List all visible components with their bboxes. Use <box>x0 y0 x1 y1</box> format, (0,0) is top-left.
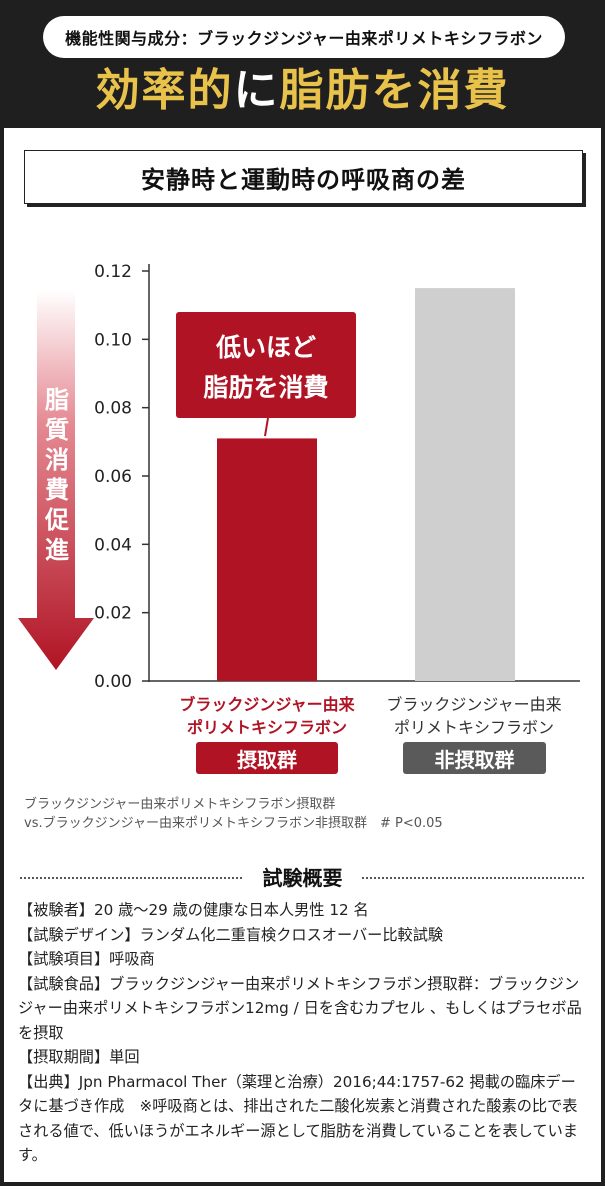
ingredient-label: 機能性関与成分：ブラックジンジャー由来ポリメトキシフラボン <box>43 16 565 58</box>
group1-name-line1: ブラックジンジャー由来 <box>179 695 355 714</box>
main-title-part1: 効率的 <box>95 65 234 116</box>
y-tick-label: 0.08 <box>94 399 132 419</box>
group1-name-line2: ポリメトキシフラボン <box>187 718 347 737</box>
bar-chart: 脂質消費促進 0.00 0.02 0.04 0.06 0.08 0.10 0.12 低いほど… <box>18 262 580 737</box>
y-tick-label: 0.04 <box>94 535 132 555</box>
callout-line1: 低いほど <box>215 333 316 362</box>
group1-badge: 摂取群 <box>196 742 338 774</box>
trial-subjects: 【被験者】20 歳〜29 歳の健康な日本人男性 12 名 <box>18 901 369 919</box>
group2-name-line1: ブラックジンジャー由来 <box>386 695 561 714</box>
trial-summary-title: 試験概要 <box>262 866 343 890</box>
callout-pointer <box>264 417 269 437</box>
bar-intake-group <box>217 438 317 681</box>
main-title: 効率的に脂肪を消費 <box>0 60 605 122</box>
content-frame <box>0 128 605 1186</box>
trial-item: 【試験項目】呼吸商 <box>18 950 155 968</box>
y-tick-label: 0.02 <box>94 604 132 624</box>
y-tick-label: 0.00 <box>94 672 132 692</box>
footnote-line2: vs.ブラックジンジャー由来ポリメトキシフラボン非摂取群 # P<0.05 <box>24 816 443 831</box>
footnote-line1: ブラックジンジャー由来ポリメトキシフラボン摂取群 <box>24 797 336 812</box>
arrow-label: 脂質消費促進 <box>44 386 69 564</box>
fat-burn-arrow <box>18 290 94 670</box>
main-title-part2: に <box>233 65 280 116</box>
header-banner: 機能性関与成分：ブラックジンジャー由来ポリメトキシフラボン 効率的に脂肪を消費 <box>0 0 605 128</box>
trial-design: 【試験デザイン】ランダム化二重盲検クロスオーバー比較試験 <box>18 925 444 944</box>
trial-details: 【被験者】20 歳〜29 歳の健康な日本人男性 12 名 【試験デザイン】ランダ… <box>18 898 588 1168</box>
callout-line2: 脂肪を消費 <box>203 373 328 402</box>
callout: 低いほど 脂肪を消費 <box>176 312 356 437</box>
callout-box <box>176 312 356 418</box>
divider-right <box>362 877 584 879</box>
main-title-part3: 脂肪を消費 <box>279 65 510 116</box>
y-tick-label: 0.06 <box>94 467 132 487</box>
chart-subtitle: 安静時と運動時の呼吸商の差 <box>24 150 583 204</box>
trial-source: 【出典】Jpn Pharmacol Ther（薬理と治療）2016;44:175… <box>18 1072 578 1165</box>
group2-name-line2: ポリメトキシフラボン <box>394 718 554 737</box>
bar-non-intake-group <box>415 288 515 681</box>
trial-food: 【試験食品】ブラックジンジャー由来ポリメトキシフラボン摂取群：ブラックジンジャー… <box>18 974 582 1042</box>
y-tick-label: 0.12 <box>94 262 132 282</box>
divider-left <box>20 877 242 879</box>
trial-period: 【摂取期間】単回 <box>18 1048 140 1066</box>
group2-badge: 非摂取群 <box>403 742 546 774</box>
y-tick-label: 0.10 <box>94 330 132 350</box>
